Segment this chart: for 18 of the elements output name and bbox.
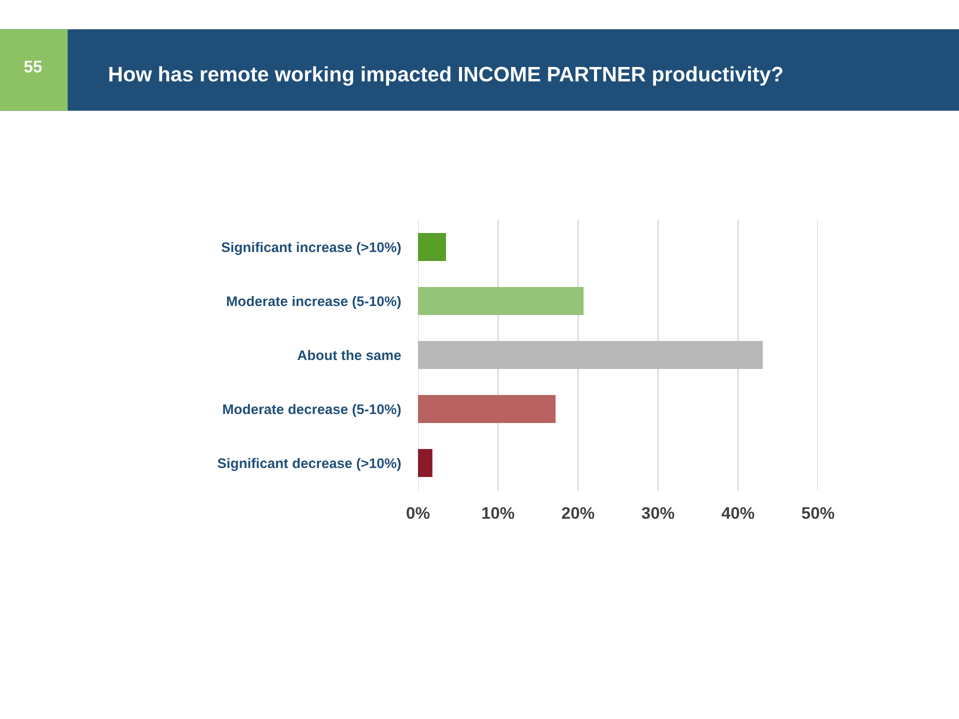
x-tick-label: 10%: [482, 507, 514, 519]
x-tick-label: 20%: [562, 507, 594, 519]
bar: [418, 340, 763, 370]
bar: [418, 448, 432, 478]
y-tick-label: Significant decrease (>10%): [218, 458, 401, 471]
x-tick-label: 40%: [722, 507, 754, 519]
x-tick-label: 50%: [802, 507, 834, 519]
y-tick-label: Significant increase (>10%): [222, 242, 401, 255]
bar: [418, 394, 556, 424]
y-tick-label: Moderate decrease (5-10%): [223, 404, 401, 417]
chart-title: How has remote working impacted INCOME PARTNER productivity?: [109, 66, 782, 86]
x-tick-label: 0%: [406, 507, 430, 519]
x-tick-label: 30%: [642, 507, 674, 519]
y-tick-label: Moderate increase (5-10%): [227, 296, 401, 309]
bar: [418, 232, 446, 262]
bar: [418, 286, 584, 316]
y-tick-label: About the same: [298, 350, 401, 360]
text: 55: [24, 60, 42, 72]
